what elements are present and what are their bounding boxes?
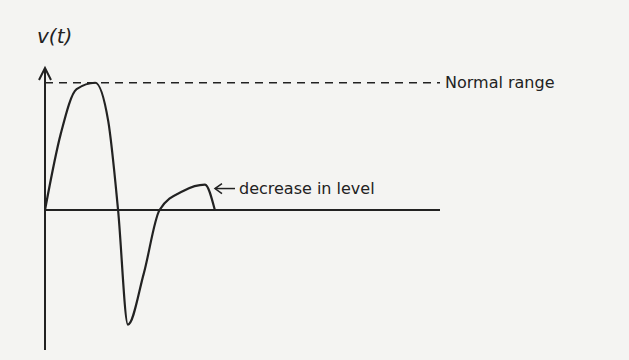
svg-text:decrease in level: decrease in level <box>239 179 375 198</box>
svg-text:Normal range: Normal range <box>445 73 555 92</box>
html-text:v(t): v(t) <box>37 24 73 48</box>
